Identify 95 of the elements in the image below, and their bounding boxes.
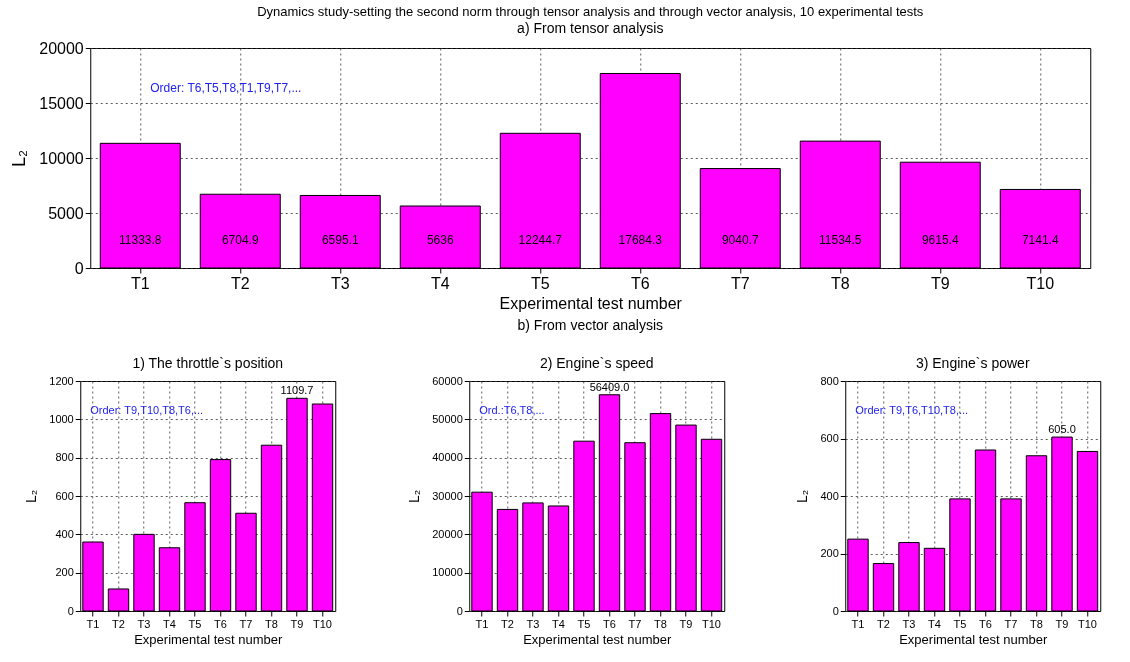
x-tick-label: T7 [730, 274, 750, 292]
x-tick-label: T3 [902, 617, 916, 630]
x-tick-label: T2 [877, 617, 890, 630]
chart-title: 2) Engine`s speed [539, 355, 654, 371]
y-tick-label: 600 [55, 489, 74, 502]
y-tick-label: 600 [820, 432, 839, 444]
chart-title: 1) The throttle`s position [132, 355, 284, 371]
x-tick-label: T5 [188, 617, 202, 630]
x-tick-label: T9 [930, 274, 950, 292]
data-label: 17684.3 [618, 233, 663, 247]
x-tick-label: T10 [1026, 274, 1055, 292]
x-tick-label: T6 [603, 617, 616, 630]
data-label: 1109.7 [280, 384, 314, 397]
y-tick-label: 10000 [432, 566, 463, 579]
x-tick-label: T8 [265, 617, 278, 630]
y-tick-label: 15000 [39, 94, 84, 112]
y-tick-label: 400 [55, 527, 74, 540]
y-tick-label: 400 [820, 489, 839, 502]
y-tick-label: 20000 [432, 527, 463, 540]
x-tick-label: T10 [1078, 617, 1097, 630]
x-tick-label: T7 [628, 617, 642, 630]
data-label: 11534.5 [819, 233, 862, 247]
data-label: 9615.4 [921, 233, 959, 247]
x-tick-label: T1 [475, 617, 489, 630]
y-tick-label: 20000 [39, 39, 84, 57]
text: b) From vector analysis [517, 317, 663, 333]
annotation: Ord.:T6,T8,... [479, 404, 545, 416]
x-tick-label: T5 [577, 617, 591, 630]
x-axis-title: Experimental test number [899, 631, 1048, 647]
y-tick-label: 800 [820, 374, 839, 387]
y-tick-label: 800 [55, 451, 74, 464]
y-tick-label: 200 [820, 547, 839, 559]
y-tick-label: 60000 [432, 374, 463, 387]
x-tick-label: T5 [530, 274, 550, 292]
y-tick-label: 0 [67, 604, 74, 617]
x-tick-label: T7 [239, 617, 253, 630]
x-tick-label: T4 [552, 617, 565, 630]
x-axis-title: Experimental test number [523, 631, 672, 647]
annotation: Order: T9,T6,T10,T8,... [855, 404, 969, 416]
annotation: Order: T9,T10,T8,T6,... [90, 404, 204, 416]
y-axis-title: L₂ [23, 489, 40, 504]
x-tick-label: T7 [1004, 617, 1018, 630]
y-tick-label: 5000 [48, 204, 84, 222]
data-label: 7141.4 [1021, 233, 1059, 247]
x-tick-label: T3 [330, 274, 350, 292]
x-tick-label: T4 [430, 274, 450, 292]
x-tick-label: T9 [1055, 617, 1069, 630]
x-tick-label: T8 [830, 274, 850, 292]
x-tick-label: T4 [163, 617, 176, 630]
y-tick-label: 0 [832, 604, 839, 617]
data-label: 9040.7 [721, 233, 759, 247]
data-label: 605.0 [1048, 423, 1076, 436]
data-label: 12244.7 [518, 233, 563, 247]
y-tick-label: 30000 [432, 489, 463, 502]
annotation: Order: T6,T5,T8,T1,T9,T7,... [150, 81, 302, 95]
y-tick-label: 1200 [49, 374, 74, 387]
y-tick-label: 0 [456, 604, 463, 617]
x-axis-title: Experimental test number [499, 294, 683, 312]
x-tick-label: T6 [214, 617, 227, 630]
y-axis-title: L₂ [9, 149, 30, 167]
x-tick-label: T6 [979, 617, 992, 630]
x-tick-label: T4 [928, 617, 941, 630]
x-tick-label: T9 [679, 617, 693, 630]
y-axis-title: L₂ [406, 489, 423, 504]
x-tick-label: T3 [526, 617, 540, 630]
x-tick-label: T6 [630, 274, 650, 292]
y-tick-label: 40000 [432, 451, 463, 464]
data-label: 5636 [426, 233, 454, 247]
y-tick-label: 50000 [432, 412, 463, 425]
chart-title: Dynamics study-setting the second norm through tensor analysis and through vector analysis, 10 experimental tests [257, 4, 924, 19]
x-tick-label: T10 [313, 617, 332, 630]
x-tick-label: T9 [290, 617, 304, 630]
data-label: 56409.0 [589, 380, 630, 393]
x-tick-label: T2 [230, 274, 250, 292]
y-tick-label: 200 [55, 566, 74, 579]
x-tick-label: T10 [702, 617, 721, 630]
y-axis-title: L₂ [794, 489, 811, 504]
x-tick-label: T3 [137, 617, 151, 630]
x-tick-label: T8 [654, 617, 667, 630]
x-tick-label: T1 [86, 617, 100, 630]
x-tick-label: T8 [1030, 617, 1043, 630]
chart-subtitle: a) From tensor analysis [517, 20, 664, 36]
y-tick-label: 10000 [39, 149, 84, 167]
x-tick-label: T2 [112, 617, 125, 630]
chart-title: 3) Engine`s power [915, 355, 1030, 371]
data-label: 6595.1 [321, 233, 359, 247]
x-tick-label: T5 [953, 617, 967, 630]
x-axis-title: Experimental test number [134, 631, 283, 647]
y-tick-label: 0 [74, 259, 84, 277]
data-label: 6704.9 [221, 233, 259, 247]
y-tick-label: 1000 [49, 412, 74, 425]
data-label: 11333.8 [119, 233, 162, 247]
x-tick-label: T1 [851, 617, 865, 630]
x-tick-label: T1 [130, 274, 150, 292]
x-tick-label: T2 [501, 617, 514, 630]
